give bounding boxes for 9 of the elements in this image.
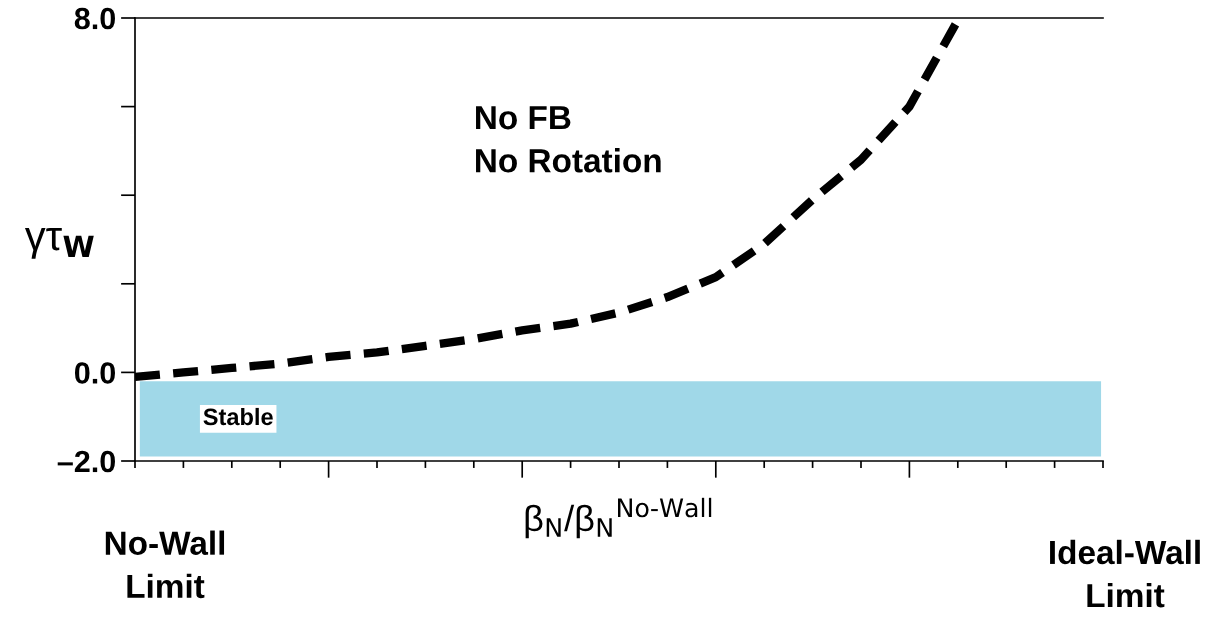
y-tick-label: –2.0 [57,450,115,473]
y-tick-label: 0.0 [74,362,115,384]
x-axis-title: β$_{N}$/β$_{N}$$^{No-Wall}$ [525,497,712,539]
annotation: No FB No Rotation [476,106,661,173]
y-axis-title: γτ$_{W}$ [24,228,94,259]
text: No-Wall Limit [105,530,225,599]
text: Ideal-Wall Limit [1050,539,1200,608]
y-tick-label: 8.0 [74,7,115,30]
band-label: Stable [203,407,273,426]
